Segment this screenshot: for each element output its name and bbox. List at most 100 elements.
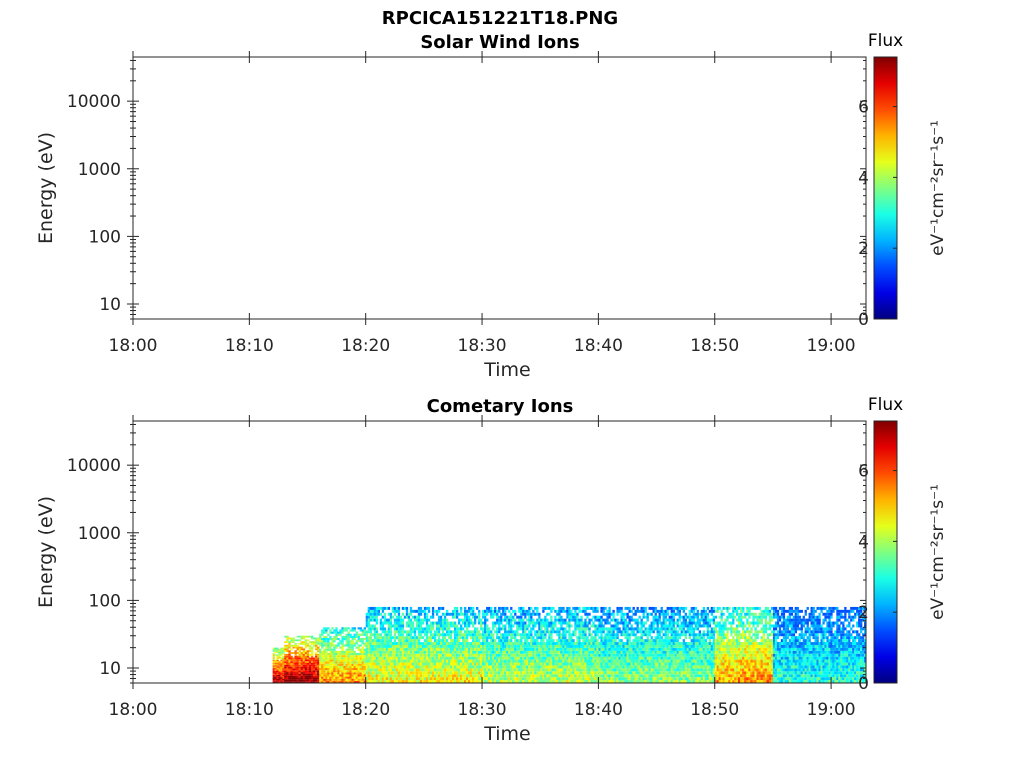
spectrogram-cell (594, 680, 597, 683)
spectrogram-cell (680, 656, 683, 660)
spectrogram-cell (526, 618, 529, 622)
spectrogram-cell (377, 656, 381, 660)
spectrogram-cell (282, 673, 285, 675)
spectrogram-cell (620, 677, 623, 681)
spectrogram-cell (399, 633, 403, 637)
spectrogram-cell (407, 650, 411, 654)
spectrogram-cell (602, 653, 605, 657)
spectrogram-cell (466, 659, 469, 663)
spectrogram-cell (608, 642, 611, 645)
spectrogram-cell (276, 669, 279, 671)
spectrogram-cell (656, 659, 659, 663)
spectrogram-cell (694, 671, 697, 675)
spectrogram-cell (648, 612, 651, 616)
spectrogram-cell (391, 674, 395, 678)
spectrogram-cell (600, 671, 603, 675)
spectrogram-cell (474, 612, 477, 616)
spectrogram-cell (329, 642, 332, 645)
spectrogram-cell (431, 612, 435, 616)
spectrogram-cell (315, 675, 318, 678)
spectrogram-cell (449, 633, 453, 637)
spectrogram-cell (544, 671, 547, 675)
spectrogram-cell (524, 662, 527, 666)
spectrogram-cell (290, 672, 293, 674)
spectrogram-cell (662, 647, 665, 651)
spectrogram-cell (343, 668, 346, 671)
spectrogram-cell (391, 636, 395, 640)
spectrogram-cell (570, 665, 573, 669)
spectrogram-cell (688, 674, 691, 678)
spectrogram-cell (371, 624, 375, 628)
spectrogram-cell (520, 647, 523, 651)
spectrogram-cell (349, 659, 352, 662)
spectrogram-cell (443, 650, 447, 654)
spectrogram-cell (696, 639, 699, 643)
spectrogram-cell (486, 647, 489, 651)
spectrogram-cell (407, 662, 411, 666)
spectrogram-cell (427, 606, 431, 610)
spectrogram-cell (300, 666, 304, 669)
spectrogram-cell (300, 655, 304, 658)
spectrogram-cell (536, 636, 539, 640)
spectrogram-cell (564, 630, 567, 634)
spectrogram-cell (668, 647, 671, 651)
spectrogram-cell (532, 656, 535, 660)
spectrogram-cell (425, 633, 429, 637)
spectrogram-cell (654, 656, 657, 660)
spectrogram-cell (604, 644, 607, 648)
spectrogram-cell (411, 668, 415, 672)
spectrogram-cell (419, 668, 423, 672)
spectrogram-cell (588, 647, 591, 651)
spectrogram-cell (582, 633, 585, 637)
spectrogram-cell (425, 627, 429, 631)
spectrogram-cell (488, 662, 491, 666)
spectrogram-cell (578, 653, 581, 657)
spectrogram-cell (407, 642, 411, 645)
spectrogram-cell (596, 647, 599, 651)
spectrogram-cell (608, 612, 611, 616)
spectrogram-cell (678, 671, 681, 675)
spectrogram-cell (377, 677, 381, 681)
spectrogram-cell (636, 662, 639, 666)
spectrogram-cell (570, 636, 573, 640)
spectrogram-cell (313, 673, 316, 676)
spectrogram-cell (598, 674, 601, 678)
spectrogram-cell (636, 606, 639, 610)
spectrogram-cell (482, 633, 485, 637)
spectrogram-cell (670, 656, 673, 660)
spectrogram-cell (437, 615, 441, 619)
spectrogram-cell (608, 677, 611, 681)
spectrogram-cell (437, 668, 441, 672)
spectrogram-cell (634, 621, 637, 625)
spectrogram-cell (532, 650, 535, 654)
spectrogram-cell (678, 650, 681, 654)
spectrogram-cell (616, 656, 619, 660)
spectrogram-cell (642, 639, 645, 643)
spectrogram-cell (343, 638, 346, 641)
spectrogram-cell (498, 680, 501, 683)
spectrogram-cell (522, 647, 525, 651)
spectrogram-cell (494, 662, 497, 666)
spectrogram-cell (636, 627, 639, 631)
spectrogram-cell (387, 612, 391, 616)
spectrogram-cell (282, 662, 285, 664)
spectrogram-cell (610, 656, 613, 660)
spectrogram-cell (357, 661, 360, 664)
spectrogram-cell (496, 644, 499, 648)
spectrogram-cell (674, 606, 677, 610)
spectrogram-cell (272, 678, 275, 681)
spectrogram-cell (363, 663, 366, 666)
spectrogram-cell (540, 677, 543, 681)
spectrogram-cell (508, 633, 511, 637)
spectrogram-cell (453, 612, 457, 616)
spectrogram-cell (514, 636, 517, 640)
spectrogram-cell (602, 650, 605, 654)
spectrogram-cell (329, 631, 332, 634)
spectrogram-cell (662, 627, 665, 631)
spectrogram-cell (520, 627, 523, 631)
spectrogram-cell (500, 665, 503, 669)
spectrogram-cell (409, 642, 413, 645)
spectrogram-cell (463, 677, 467, 681)
spectrogram-cell (536, 642, 539, 645)
spectrogram-cell (642, 653, 645, 657)
